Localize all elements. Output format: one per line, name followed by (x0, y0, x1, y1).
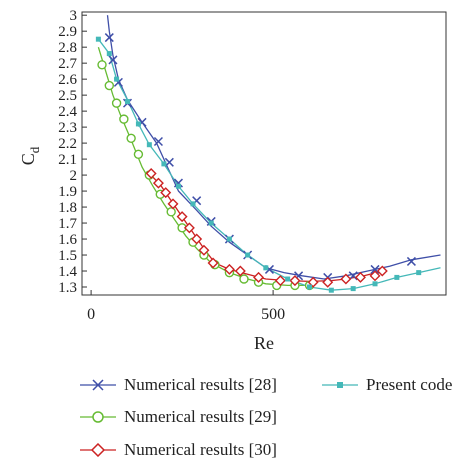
data-point (183, 222, 195, 234)
data-point (135, 121, 141, 127)
data-point (133, 149, 144, 159)
data-point (126, 133, 136, 144)
series-line (97, 47, 310, 287)
series-markers (95, 33, 422, 293)
legend-label: Numerical results [28] (124, 375, 277, 394)
series-line (106, 15, 441, 280)
data-point (245, 252, 251, 258)
y-tick-label: 2.3 (58, 120, 77, 136)
data-point (207, 257, 219, 269)
data-point (307, 284, 312, 290)
data-point (208, 220, 214, 226)
data-point (289, 275, 301, 287)
y-tick-label: 2.7 (58, 56, 77, 72)
data-point (95, 36, 101, 42)
data-point (322, 276, 334, 288)
x-tick-label: 0 (87, 306, 95, 323)
data-point (307, 276, 319, 288)
y-tick-label: 2.5 (58, 88, 77, 104)
drag-coefficient-chart: 1.31.41.51.61.71.81.922.12.22.32.42.52.6… (18, 8, 447, 353)
data-point (372, 281, 378, 287)
data-point (106, 51, 112, 57)
data-point (97, 60, 107, 70)
y-tick-label: 2.9 (58, 24, 77, 40)
x-axis-label: Re (254, 333, 274, 353)
data-point (111, 98, 122, 108)
legend-item-28: Numerical results [28] (80, 374, 277, 396)
y-tick-label: 2.8 (58, 40, 77, 56)
y-tick-label: 1.6 (58, 232, 77, 248)
data-point (198, 244, 210, 256)
data-point (394, 274, 400, 280)
data-point (350, 286, 356, 292)
y-axis-label: Cd (18, 146, 42, 165)
data-point (263, 265, 269, 271)
square-marker-icon (322, 382, 358, 388)
y-tick-label: 2 (70, 168, 78, 184)
data-point (191, 233, 203, 245)
data-point (108, 55, 118, 65)
legend-label: Numerical results [30] (124, 440, 277, 459)
legend-item-present: Present code (322, 374, 452, 396)
data-point (164, 157, 174, 167)
data-point (274, 275, 286, 287)
y-tick-label: 1.9 (58, 184, 77, 200)
data-point (104, 33, 114, 43)
data-point (161, 161, 167, 167)
data-point (370, 264, 380, 274)
y-tick-label: 1.3 (58, 280, 77, 296)
data-point (376, 265, 388, 277)
data-point (160, 187, 172, 199)
data-point (166, 207, 176, 217)
data-point (190, 201, 196, 207)
y-tick-label: 1.5 (58, 248, 77, 264)
data-point (406, 256, 416, 266)
x-marker-icon (80, 379, 116, 391)
data-point (125, 99, 130, 105)
data-point (223, 263, 235, 275)
legend-item-30: Numerical results [30] (80, 439, 277, 461)
data-point (104, 80, 115, 91)
circle-marker-icon (80, 411, 116, 423)
data-point (146, 142, 152, 148)
data-point (145, 167, 157, 179)
data-point (226, 236, 232, 242)
y-tick-label: 2.6 (58, 72, 77, 88)
y-tick-label: 2.4 (58, 104, 77, 120)
data-point (328, 287, 334, 293)
axes: 1.31.41.51.61.71.81.922.12.22.32.42.52.6… (58, 8, 285, 323)
data-point (239, 274, 249, 284)
data-point (354, 271, 366, 283)
data-point (119, 114, 129, 124)
y-tick-label: 1.7 (58, 216, 77, 232)
y-tick-label: 3 (70, 8, 78, 24)
data-point (176, 211, 188, 223)
diamond-marker-icon (80, 443, 116, 457)
data-point (152, 177, 164, 189)
y-tick-label: 2.1 (58, 152, 77, 168)
data-point (340, 273, 352, 285)
plot-frame (81, 11, 447, 296)
data-point (369, 270, 381, 282)
data-point (153, 136, 163, 147)
data-point (175, 183, 181, 189)
legend-label: Present code (366, 375, 453, 394)
x-tick-label: 500 (261, 306, 285, 323)
data-point (416, 270, 422, 276)
legend-label: Numerical results [29] (124, 407, 277, 426)
y-tick-label: 2.2 (58, 136, 77, 152)
data-point (173, 178, 183, 188)
data-point (167, 198, 179, 210)
data-point (234, 265, 246, 277)
legend-item-29: Numerical results [29] (80, 406, 277, 428)
data-point (253, 271, 265, 283)
y-tick-label: 1.8 (58, 200, 77, 216)
data-point (285, 276, 291, 282)
data-point (114, 76, 120, 82)
y-tick-label: 1.4 (58, 264, 77, 280)
